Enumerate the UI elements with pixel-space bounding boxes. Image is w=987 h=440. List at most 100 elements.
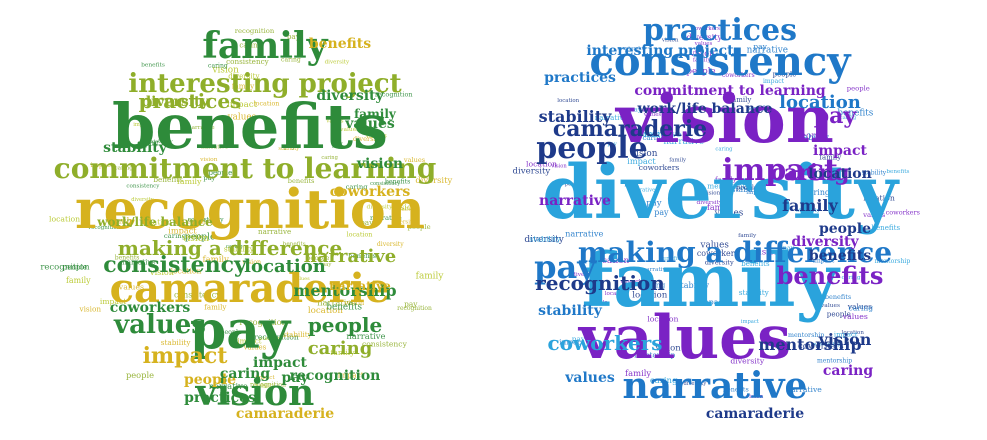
cloud-filler-word: values: [325, 118, 343, 124]
cloud-filler-word: caring: [114, 166, 133, 172]
cloud-filler-word: diversity: [524, 235, 564, 245]
cloud-word: family: [202, 25, 328, 67]
cloud-filler-word: caring: [346, 183, 369, 191]
cloud-filler-word: values: [403, 156, 426, 164]
cloud-filler-word: location: [142, 218, 173, 227]
cloud-word: coworkers: [330, 184, 411, 200]
cloud-filler-word: benefits: [659, 256, 683, 262]
cloud-filler-word: caring: [208, 63, 228, 70]
cloud-word: consistency: [590, 38, 853, 85]
cloud-filler-word: diversity: [687, 32, 723, 42]
cloud-filler-word: diversity: [377, 241, 404, 248]
cloud-filler-word: pay: [783, 244, 795, 252]
cloud-filler-word: vision: [630, 149, 658, 159]
cloud-word: camaraderie: [706, 406, 804, 422]
cloud-filler-word: pay: [404, 300, 418, 309]
cloud-filler-word: location: [557, 98, 579, 104]
cloud-word: impact: [143, 343, 229, 369]
cloud-filler-word: recognition: [40, 263, 90, 273]
cloud-filler-word: people: [209, 169, 233, 177]
cloud-filler-word: family: [66, 276, 91, 285]
cloud-word: coworkers: [548, 331, 663, 355]
cloud-filler-word: pay: [572, 334, 586, 343]
cloud-filler-word: narrative: [346, 331, 385, 341]
cloud-filler-word: values: [699, 241, 729, 251]
cloud-word: caring: [308, 338, 373, 359]
cloud-filler-word: family: [177, 177, 202, 186]
cloud-filler-word: location: [49, 214, 80, 223]
cloud-filler-word: values: [643, 112, 662, 118]
cloud-filler-word: pay: [287, 32, 301, 41]
cloud-word: location: [808, 166, 872, 182]
cloud-filler-word: narrative: [565, 229, 603, 239]
cloud-filler-word: diversity: [228, 72, 259, 81]
cloud-filler-word: values: [118, 282, 144, 291]
cloud-filler-word: people: [687, 66, 716, 76]
cloud-filler-word: caring: [650, 376, 678, 386]
cloud-word: people: [308, 313, 382, 337]
cloud-filler-word: stability: [796, 208, 821, 214]
cloud-filler-word: vision: [654, 343, 681, 353]
cloud-word: stability: [538, 303, 603, 319]
cloud-word: interesting project: [128, 69, 401, 99]
cloud-filler-word: values: [227, 113, 257, 123]
cloud-filler-word: location: [594, 256, 630, 266]
cloud-filler-word: diversity: [391, 220, 416, 226]
cloud-word: camaraderie: [553, 116, 707, 142]
cloud-filler-word: family: [729, 96, 751, 104]
cloud-word: vision: [195, 372, 315, 414]
cloud-filler-word: benefits: [326, 302, 362, 312]
cloud-filler-word: location: [526, 160, 557, 169]
cloud-word: work/life balance: [637, 101, 773, 117]
cloud-word: impact: [253, 355, 308, 371]
cloud-filler-word: consistency: [226, 57, 269, 66]
cloud-filler-word: location: [605, 291, 628, 297]
cloud-filler-word: people: [63, 262, 88, 271]
cloud-filler-word: mentorship: [817, 357, 852, 364]
cloud-filler-word: benefits: [825, 293, 851, 301]
word-cloud-right-svg: narrative family stability vision benefits lo…: [513, 13, 920, 422]
cloud-filler-word: diversity: [131, 197, 154, 203]
cloud-word: people: [819, 221, 871, 237]
cloud-filler-word: pay: [332, 141, 343, 148]
cloud-word: narrative: [539, 193, 611, 209]
cloud-filler-word: mentorship: [875, 258, 911, 265]
cloud-filler-word: location: [171, 267, 202, 276]
cloud-filler-word: impact: [100, 297, 126, 306]
cloud-filler-word: people: [565, 181, 582, 187]
cloud-word: location: [779, 92, 861, 113]
cloud-filler-word: caring: [842, 275, 861, 281]
cloud-filler-word: family: [416, 271, 444, 281]
cloud-filler-word: consistency: [126, 183, 160, 189]
cloud-filler-word: stability: [732, 185, 764, 194]
cloud-word: recognition: [535, 271, 665, 295]
cloud-filler-word: narrative: [209, 381, 248, 391]
cloud-filler-word: benefits: [153, 175, 183, 184]
cloud-filler-word: narrative: [122, 257, 156, 266]
cloud-filler-word: people: [773, 70, 797, 78]
cloud-filler-word: values: [847, 302, 872, 311]
cloud-filler-word: impact: [255, 375, 275, 381]
cloud-filler-word: impact: [834, 331, 858, 339]
cloud-filler-word: people: [220, 329, 242, 336]
cloud-filler-word: people: [408, 223, 431, 231]
cloud-filler-word: diversity: [684, 381, 707, 387]
cloud-word: vision: [818, 330, 872, 349]
cloud-filler-word: stability: [167, 100, 190, 106]
cloud-filler-word: narrative: [786, 385, 822, 394]
cloud-word: benefits: [809, 248, 871, 264]
cloud-filler-word: pay: [322, 262, 333, 268]
cloud-filler-word: pay: [654, 208, 669, 217]
cloud-word: benefits: [777, 261, 884, 290]
cloud-filler-word: pay: [284, 142, 296, 150]
cloud-filler-word: people: [185, 233, 215, 243]
cloud-filler-word: values: [293, 276, 311, 282]
cloud-filler-word: impact: [227, 100, 258, 110]
cloud-filler-word: diversity: [415, 175, 452, 185]
cloud-word: caring: [771, 160, 850, 186]
cloud-word: benefits: [309, 36, 371, 52]
cloud-filler-word: coworkers: [692, 26, 720, 32]
cloud-filler-word: stability: [282, 330, 312, 339]
cloud-word: vision: [356, 156, 403, 172]
cloud-filler-word: mentorship: [812, 342, 841, 348]
